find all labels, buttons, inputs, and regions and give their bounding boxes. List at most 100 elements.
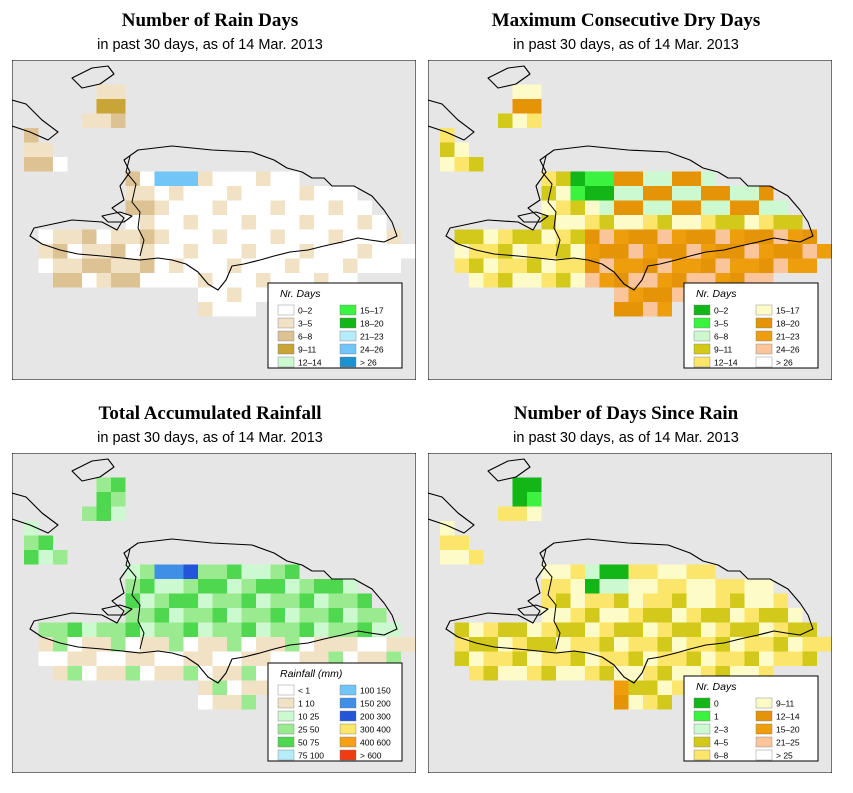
grid-cell — [328, 608, 343, 623]
grid-cell — [527, 637, 542, 652]
grid-cell — [183, 608, 198, 623]
grid-cell — [657, 593, 672, 608]
grid-cell — [570, 637, 585, 652]
grid-cell — [440, 142, 455, 157]
grid-cell — [715, 186, 730, 201]
grid-cell — [556, 593, 571, 608]
grid-cell — [527, 477, 542, 492]
grid-cell — [454, 258, 469, 273]
grid-cell — [759, 215, 774, 230]
grid-cell — [817, 244, 832, 259]
legend-swatch — [277, 723, 295, 735]
grid-cell — [328, 200, 343, 215]
legend-label: > 26 — [360, 358, 377, 368]
grid-cell — [111, 506, 126, 521]
grid-cell — [241, 229, 256, 244]
grid-cell — [96, 637, 111, 652]
grid-cell — [198, 171, 213, 186]
grid-cell — [111, 113, 126, 128]
grid-cell — [343, 579, 358, 594]
grid-cell — [672, 564, 687, 579]
legend-label: 12–14 — [776, 712, 800, 722]
grid-cell — [672, 215, 687, 230]
grid-cell — [154, 593, 169, 608]
legend-swatch — [277, 330, 295, 342]
grid-cell — [556, 579, 571, 594]
legend-label: 0 — [714, 699, 719, 709]
grid-cell — [212, 229, 227, 244]
grid-cell — [212, 287, 227, 302]
grid-cell — [570, 666, 585, 681]
grid-cell — [556, 608, 571, 623]
grid-cell — [512, 666, 527, 681]
grid-cell — [256, 186, 271, 201]
legend-label: 150 200 — [360, 699, 391, 709]
grid-cell — [628, 680, 643, 695]
grid-cell — [614, 200, 629, 215]
legend-swatch — [339, 304, 357, 316]
grid-cell — [599, 215, 614, 230]
grid-cell — [686, 622, 701, 637]
grid-cell — [512, 273, 527, 288]
grid-cell — [67, 273, 82, 288]
map-days-since-rain: Nr. Days 0 1 2–3 4–5 6–8 9–11 12–14 15–20 21–25 > … — [428, 453, 832, 773]
grid-cell — [701, 186, 716, 201]
grid-cell — [314, 186, 329, 201]
grid-cell — [227, 186, 242, 201]
grid-cell — [314, 258, 329, 273]
grid-cell — [96, 506, 111, 521]
grid-cell — [270, 608, 285, 623]
grid-cell — [614, 637, 629, 652]
grid-cell — [53, 651, 68, 666]
grid-cell — [643, 244, 658, 259]
legend-swatch — [693, 723, 711, 735]
grid-cell — [82, 506, 97, 521]
grid-cell — [759, 622, 774, 637]
grid-cell — [357, 215, 372, 230]
grid-cell — [643, 593, 658, 608]
grid-cell — [469, 666, 484, 681]
grid-cell — [657, 637, 672, 652]
grid-cell — [198, 680, 213, 695]
grid-cell — [154, 171, 169, 186]
legend-label: 15–17 — [776, 306, 800, 316]
grid-cell — [556, 273, 571, 288]
grid-cell — [570, 608, 585, 623]
grid-cell — [483, 244, 498, 259]
legend: Nr. Days 0 1 2–3 4–5 6–8 9–11 12–14 15–20 21–25 > … — [683, 675, 819, 762]
grid-cell — [343, 622, 358, 637]
map-rain-days: Nr. Days 0–2 3–5 6–8 9–11 12–14 15–17 18–20 21–2… — [12, 60, 416, 380]
legend-label: 9–11 — [776, 699, 795, 709]
legend-title: Nr. Days — [696, 681, 737, 693]
grid-cell — [686, 579, 701, 594]
grid-cell — [628, 200, 643, 215]
grid-cell — [241, 651, 256, 666]
grid-cell — [672, 593, 687, 608]
grid-cell — [715, 215, 730, 230]
grid-cell — [227, 579, 242, 594]
legend-swatch — [755, 317, 773, 329]
grid-cell — [570, 186, 585, 201]
grid-cell — [125, 229, 140, 244]
grid-cell — [212, 215, 227, 230]
grid-cell — [169, 608, 184, 623]
island-coastline — [101, 604, 133, 616]
grid-cell — [241, 171, 256, 186]
grid-cell — [198, 229, 213, 244]
legend-label: 24–26 — [360, 345, 384, 355]
grid-cell — [599, 244, 614, 259]
grid-cell — [701, 564, 716, 579]
island-coastline — [487, 458, 531, 482]
grid-cell — [715, 258, 730, 273]
grid-cell — [556, 651, 571, 666]
grid-cell — [343, 258, 358, 273]
grid-cell — [241, 258, 256, 273]
grid-cell — [82, 113, 97, 128]
grid-cell — [198, 258, 213, 273]
grid-cell — [672, 258, 687, 273]
legend-label: 0–2 — [714, 306, 728, 316]
grid-cell — [628, 287, 643, 302]
grid-cell — [270, 229, 285, 244]
grid-cell — [759, 200, 774, 215]
grid-cell — [643, 302, 658, 317]
